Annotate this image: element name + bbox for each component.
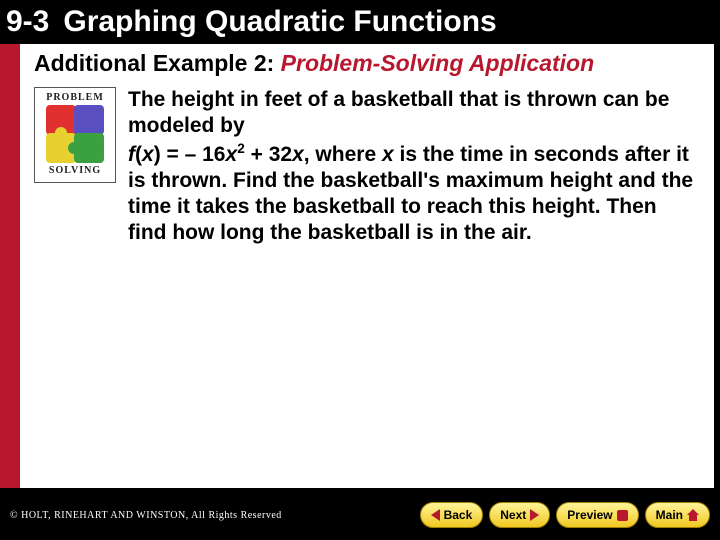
- example-title: Problem-Solving Application: [281, 50, 595, 76]
- section-title: Graphing Quadratic Functions: [63, 5, 496, 39]
- next-arrow-icon: [530, 509, 539, 521]
- ps-label-top: PROBLEM: [35, 92, 115, 103]
- next-label: Next: [500, 508, 526, 522]
- back-arrow-icon: [431, 509, 440, 521]
- eq-tail: , where: [304, 143, 382, 166]
- main-label: Main: [656, 508, 683, 522]
- nav-buttons: Back Next Preview Main: [420, 502, 710, 528]
- footer: © HOLT, RINEHART AND WINSTON, All Rights…: [0, 490, 720, 540]
- eq-x1: x: [142, 143, 154, 166]
- content-area: Additional Example 2: Problem-Solving Ap…: [20, 44, 714, 488]
- ps-label-bottom: SOLVING: [35, 165, 115, 176]
- eq-mid: ) = – 16: [154, 143, 226, 166]
- preview-label: Preview: [567, 508, 612, 522]
- back-label: Back: [444, 508, 473, 522]
- eq-sup: 2: [237, 141, 245, 156]
- body-row: PROBLEM SOLVING The height in feet of a …: [34, 87, 700, 247]
- slide-header: 9-3 Graphing Quadratic Functions: [0, 0, 720, 44]
- problem-solving-icon: PROBLEM SOLVING: [34, 87, 116, 247]
- example-heading: Additional Example 2: Problem-Solving Ap…: [34, 50, 700, 77]
- copyright-text: © HOLT, RINEHART AND WINSTON, All Rights…: [10, 510, 282, 521]
- preview-button[interactable]: Preview: [556, 502, 638, 528]
- back-button[interactable]: Back: [420, 502, 484, 528]
- problem-line1: The height in feet of a basketball that …: [128, 88, 669, 137]
- puzzle-piece-blue: [74, 105, 104, 135]
- puzzle-piece-green: [74, 133, 104, 163]
- left-accent-strip: [0, 44, 20, 488]
- eq-x3: x: [292, 143, 304, 166]
- example-prefix: Additional Example 2:: [34, 50, 274, 76]
- section-number: 9-3: [6, 5, 49, 39]
- eq-x4: x: [382, 143, 394, 166]
- home-icon: [687, 509, 699, 521]
- problem-text: The height in feet of a basketball that …: [128, 87, 700, 247]
- preview-stop-icon: [617, 510, 628, 521]
- eq-mid2: + 32: [245, 143, 292, 166]
- next-button[interactable]: Next: [489, 502, 550, 528]
- puzzle-icon: [46, 105, 104, 163]
- main-button[interactable]: Main: [645, 502, 710, 528]
- eq-x2: x: [226, 143, 238, 166]
- problem-solving-box: PROBLEM SOLVING: [34, 87, 116, 183]
- eq-f: f: [128, 143, 135, 166]
